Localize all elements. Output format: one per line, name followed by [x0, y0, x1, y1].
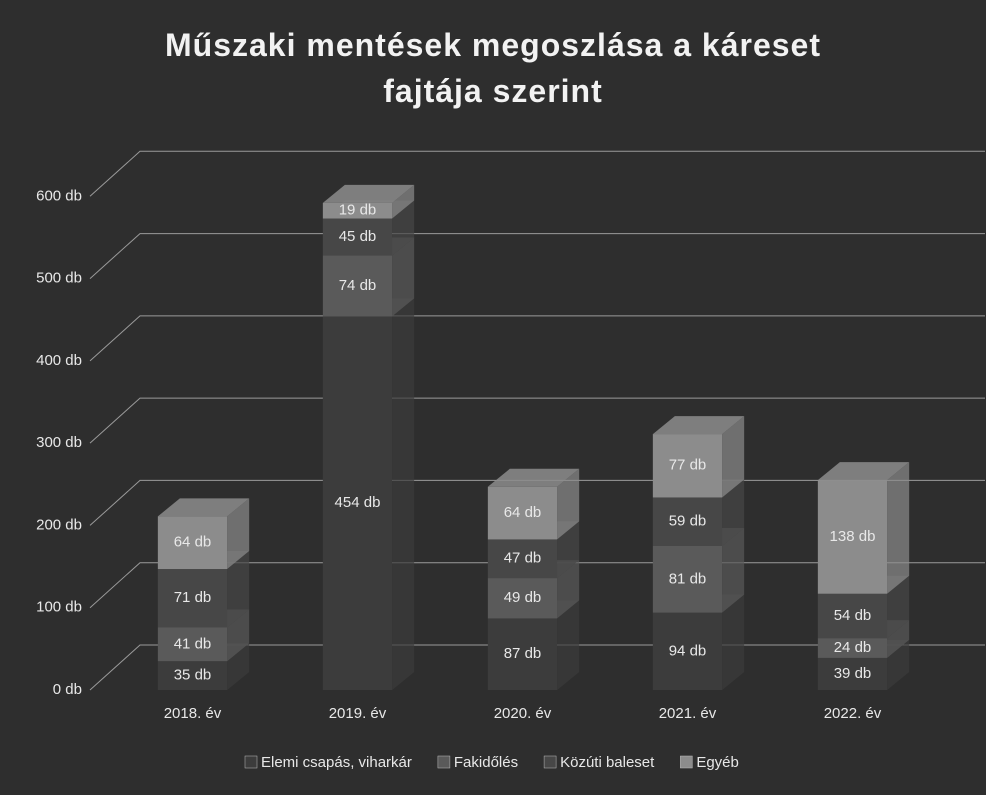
bar-side	[557, 521, 580, 579]
bar	[652, 612, 723, 690]
bar-side	[557, 468, 580, 540]
x-tick-label: 2018. év	[164, 705, 222, 722]
data-label: 74 db	[339, 277, 377, 294]
bar	[652, 546, 723, 613]
bar	[817, 593, 888, 639]
y-tick-label: 600 db	[36, 187, 82, 204]
data-label: 64 db	[174, 534, 212, 551]
data-label: 454 db	[335, 494, 381, 511]
grid-line	[89, 233, 985, 279]
data-label: 64 db	[504, 504, 542, 521]
bar-side	[227, 498, 250, 570]
data-label: 138 db	[830, 528, 876, 545]
bar-side	[227, 551, 250, 628]
bar-top	[817, 462, 910, 481]
bar-side	[392, 237, 415, 317]
data-label: 35 db	[174, 667, 212, 684]
bar-side	[392, 298, 415, 690]
data-label: 39 db	[834, 665, 872, 682]
bar-side	[557, 600, 580, 690]
y-tick-label: 200 db	[36, 516, 82, 533]
y-tick-label: 500 db	[36, 270, 82, 287]
bar	[817, 657, 888, 690]
data-label: 81 db	[669, 570, 707, 587]
grid-line	[89, 315, 985, 362]
bar	[487, 539, 558, 579]
data-label: 41 db	[174, 635, 212, 652]
bar-top	[322, 184, 415, 203]
bar	[487, 618, 558, 690]
data-label: 19 db	[339, 202, 377, 219]
bar-side	[227, 643, 250, 690]
data-label: 45 db	[339, 228, 377, 245]
data-label: 49 db	[504, 589, 542, 606]
legend-swatch	[244, 755, 258, 769]
legend-label: Fakidőlés	[454, 754, 518, 771]
x-tick-label: 2022. év	[824, 705, 882, 722]
bar	[817, 480, 888, 594]
legend-label: Elemi csapás, viharkár	[261, 754, 412, 771]
y-tick-label: 0 db	[53, 681, 82, 698]
data-label: 87 db	[504, 645, 542, 662]
bar-top	[487, 468, 580, 487]
data-label: 54 db	[834, 607, 872, 624]
bar	[322, 202, 393, 219]
bar	[817, 638, 888, 658]
chart-title: Műszaki mentések megoszlása a káreset fa…	[165, 27, 821, 109]
bar-side	[722, 479, 745, 546]
data-label: 94 db	[669, 642, 707, 659]
bar-side	[392, 200, 415, 256]
legend-label: Egyéb	[696, 754, 739, 771]
data-label: 24 db	[834, 639, 872, 656]
data-label: 71 db	[174, 589, 212, 606]
bar	[157, 627, 228, 662]
bar	[157, 661, 228, 690]
bar-side	[722, 528, 745, 613]
y-tick-label: 100 db	[36, 599, 82, 616]
bar	[487, 486, 558, 540]
bar	[487, 578, 558, 619]
bar	[652, 434, 723, 498]
bar	[322, 218, 393, 256]
bar	[157, 516, 228, 570]
grid-line	[89, 150, 985, 197]
x-tick-label: 2021. év	[659, 705, 717, 722]
bar-side	[887, 639, 910, 690]
y-tick-label: 300 db	[36, 434, 82, 451]
data-label: 59 db	[669, 513, 707, 530]
bar-top	[157, 498, 250, 517]
legend-swatch	[680, 755, 693, 769]
data-label: 47 db	[504, 550, 542, 567]
bar	[322, 316, 393, 690]
x-tick-label: 2020. év	[494, 705, 552, 722]
bar	[157, 569, 228, 628]
bar-side	[392, 184, 415, 219]
bar	[322, 255, 393, 317]
bar-side	[887, 620, 910, 658]
legend-label: Közúti baleset	[560, 754, 655, 771]
bar-side	[887, 462, 910, 594]
bar-top	[652, 416, 745, 435]
grid-line	[89, 397, 985, 444]
bar-side	[722, 594, 745, 690]
y-tick-label: 400 db	[36, 352, 82, 369]
bar-side	[887, 575, 910, 639]
bar-side	[557, 560, 580, 619]
x-tick-label: 2019. év	[329, 705, 387, 722]
data-label: 77 db	[669, 457, 707, 474]
bar-side	[722, 416, 745, 498]
bar	[652, 497, 723, 546]
bar-side	[227, 609, 250, 662]
legend-swatch	[543, 755, 557, 769]
legend-swatch	[437, 755, 451, 769]
